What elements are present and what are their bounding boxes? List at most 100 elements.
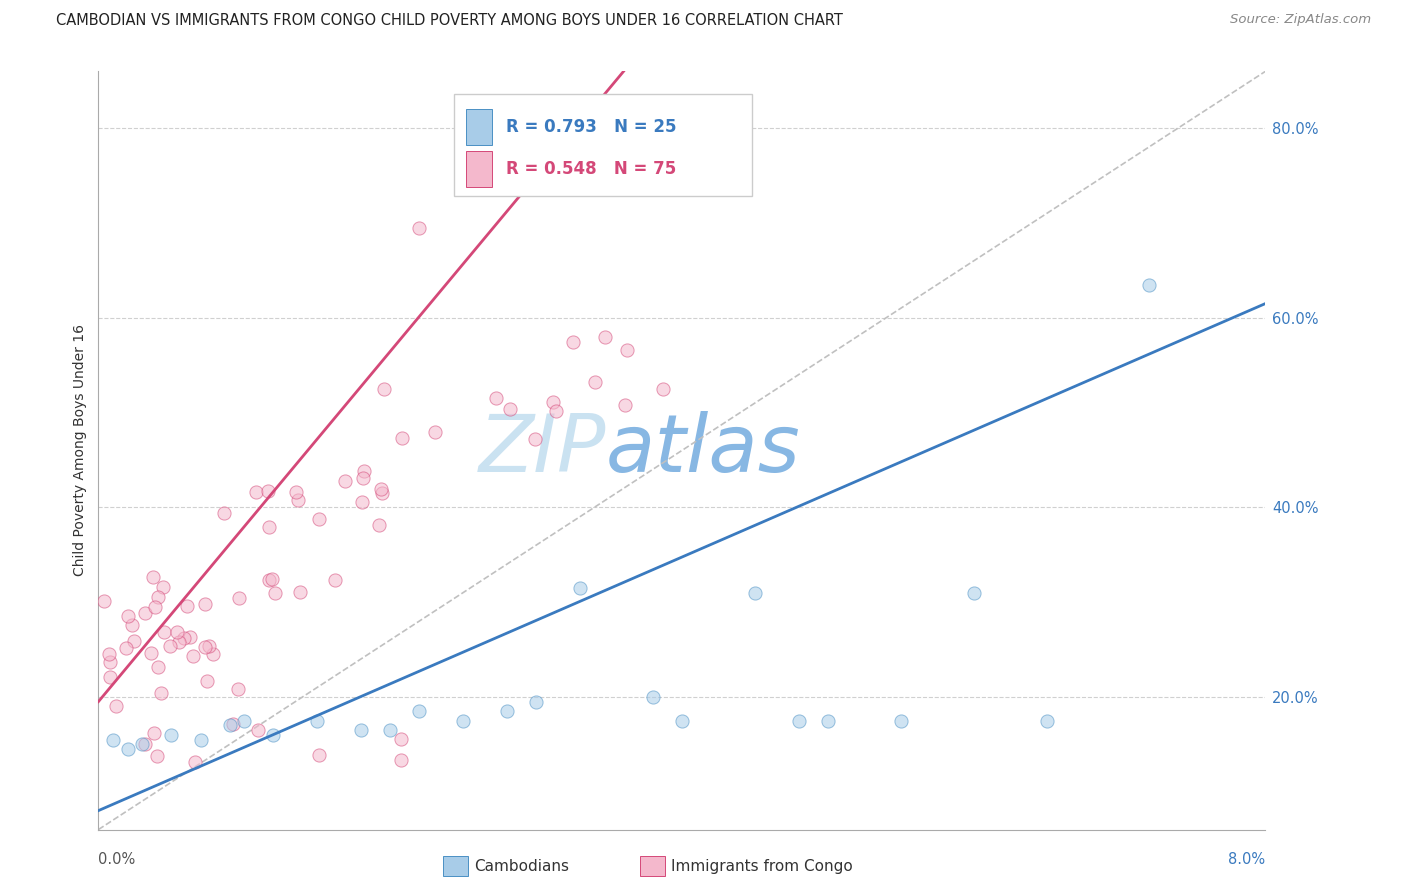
- Point: [214, 507, 236, 521]
- Point: [350, 723, 373, 737]
- Point: [890, 714, 912, 728]
- Point: [583, 375, 606, 389]
- Text: 0.0%: 0.0%: [98, 853, 135, 867]
- Point: [176, 599, 198, 613]
- Point: [218, 718, 240, 732]
- Point: [641, 690, 664, 704]
- Point: [391, 431, 413, 445]
- Point: [380, 723, 402, 737]
- Point: [287, 492, 309, 507]
- Point: [544, 404, 567, 418]
- Point: [226, 682, 249, 697]
- Point: [962, 585, 984, 599]
- Point: [391, 753, 413, 767]
- Point: [145, 748, 167, 763]
- Point: [181, 649, 204, 664]
- Point: [307, 714, 329, 728]
- Bar: [465, 109, 492, 145]
- Point: [134, 606, 156, 620]
- Point: [134, 738, 156, 752]
- Point: [117, 609, 139, 624]
- Text: Source: ZipAtlas.com: Source: ZipAtlas.com: [1230, 13, 1371, 27]
- Point: [352, 495, 374, 509]
- Point: [245, 485, 267, 500]
- Text: R = 0.793   N = 25: R = 0.793 N = 25: [506, 118, 676, 136]
- Point: [373, 382, 395, 396]
- Point: [98, 655, 121, 669]
- Point: [105, 699, 128, 714]
- Point: [122, 634, 145, 648]
- Point: [121, 618, 143, 632]
- FancyBboxPatch shape: [454, 95, 752, 196]
- Point: [131, 737, 153, 751]
- Point: [308, 512, 330, 526]
- Point: [333, 474, 356, 488]
- Point: [496, 704, 519, 718]
- Text: R = 0.548   N = 75: R = 0.548 N = 75: [506, 161, 676, 178]
- Point: [352, 471, 374, 485]
- Point: [391, 731, 413, 746]
- Point: [159, 640, 181, 654]
- Point: [93, 594, 115, 608]
- Point: [257, 519, 280, 533]
- Point: [256, 484, 278, 499]
- Point: [194, 597, 217, 611]
- Point: [179, 630, 201, 644]
- Point: [148, 590, 170, 604]
- Point: [285, 484, 308, 499]
- Bar: [465, 151, 492, 187]
- Point: [166, 624, 188, 639]
- Point: [194, 640, 217, 655]
- Point: [190, 732, 212, 747]
- Point: [543, 395, 565, 409]
- Point: [201, 648, 224, 662]
- Point: [148, 660, 170, 674]
- Point: [671, 714, 693, 728]
- Point: [167, 635, 190, 649]
- Point: [485, 391, 508, 405]
- Point: [117, 742, 139, 756]
- Point: [817, 714, 839, 728]
- Point: [1137, 277, 1160, 292]
- Point: [593, 330, 616, 344]
- Text: 8.0%: 8.0%: [1229, 853, 1265, 867]
- Point: [152, 580, 174, 594]
- Point: [498, 401, 520, 416]
- Point: [198, 639, 221, 653]
- Point: [787, 714, 810, 728]
- Point: [184, 755, 207, 769]
- Point: [228, 591, 250, 606]
- Point: [173, 632, 195, 646]
- Text: Cambodians: Cambodians: [474, 859, 569, 873]
- Point: [257, 573, 280, 587]
- Point: [1035, 714, 1057, 728]
- Point: [101, 732, 124, 747]
- Point: [744, 585, 766, 599]
- Point: [221, 716, 243, 731]
- Y-axis label: Child Poverty Among Boys Under 16: Child Poverty Among Boys Under 16: [73, 325, 87, 576]
- Point: [260, 572, 283, 586]
- Point: [408, 704, 430, 718]
- Text: CAMBODIAN VS IMMIGRANTS FROM CONGO CHILD POVERTY AMONG BOYS UNDER 16 CORRELATION: CAMBODIAN VS IMMIGRANTS FROM CONGO CHILD…: [56, 13, 844, 29]
- Point: [613, 398, 636, 412]
- Point: [233, 714, 256, 728]
- Point: [408, 220, 430, 235]
- Point: [247, 723, 270, 737]
- Point: [568, 581, 591, 595]
- Point: [152, 625, 174, 640]
- Point: [323, 573, 346, 587]
- Point: [451, 714, 474, 728]
- Point: [97, 647, 120, 661]
- Point: [149, 686, 172, 700]
- Point: [262, 728, 284, 742]
- Point: [142, 726, 165, 740]
- Point: [160, 728, 183, 742]
- Point: [308, 747, 330, 762]
- Text: Immigrants from Congo: Immigrants from Congo: [671, 859, 852, 873]
- Point: [371, 485, 394, 500]
- Point: [370, 482, 392, 496]
- Point: [195, 673, 218, 688]
- Text: ZIP: ZIP: [478, 411, 606, 490]
- Text: atlas: atlas: [606, 411, 801, 490]
- Point: [367, 518, 389, 533]
